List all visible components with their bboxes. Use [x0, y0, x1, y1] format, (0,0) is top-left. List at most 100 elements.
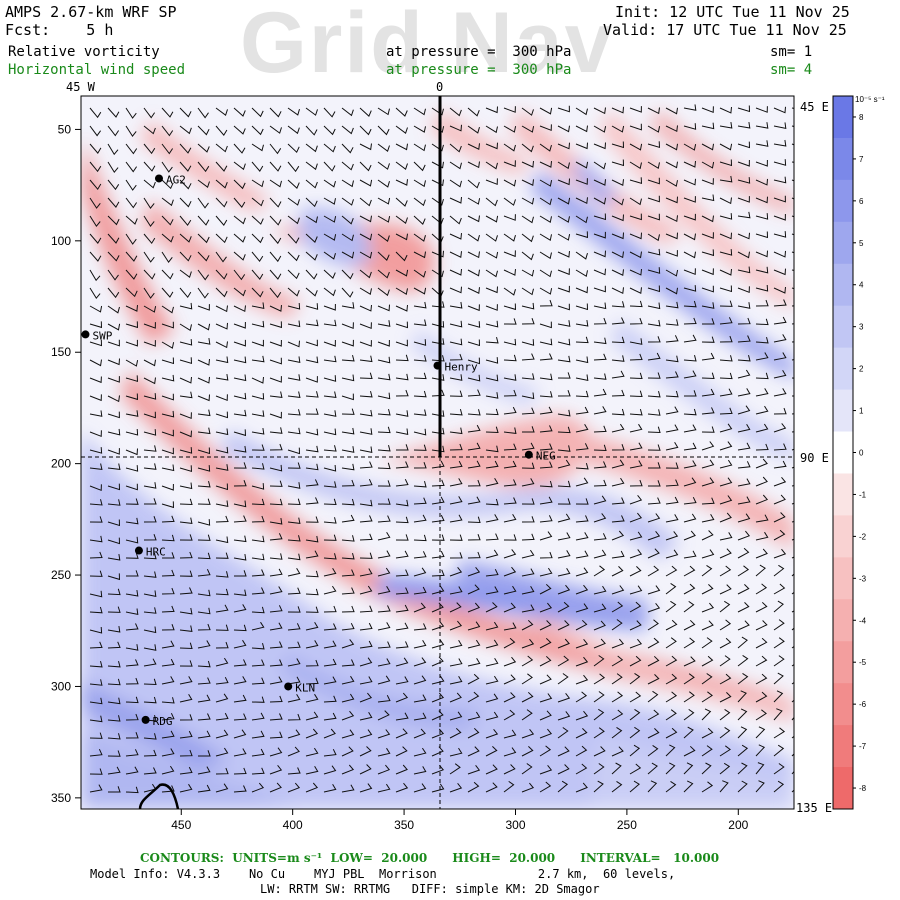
- wind-barb: [737, 122, 751, 129]
- wind-barb: [395, 161, 408, 171]
- wind-barb: [773, 780, 785, 793]
- wind-barb: [665, 691, 678, 703]
- wind-barb: [737, 388, 751, 397]
- wind-barb: [773, 443, 787, 451]
- wind-barb: [341, 197, 354, 206]
- wind-barb: [251, 444, 265, 451]
- wind-barb: [431, 460, 445, 469]
- wind-barb: [89, 179, 102, 191]
- wind-barb: [161, 125, 174, 137]
- wind-barb: [179, 269, 192, 279]
- wind-barb: [719, 285, 733, 293]
- wind-barb: [665, 161, 678, 169]
- wind-barb: [107, 269, 119, 281]
- wind-barb: [305, 766, 319, 775]
- wind-barb: [161, 393, 174, 401]
- wind-barb: [251, 659, 265, 667]
- wind-barb: [305, 356, 319, 364]
- wind-barb: [539, 531, 553, 541]
- wind-barb: [467, 496, 481, 505]
- wind-barb: [629, 585, 643, 595]
- wind-barb: [503, 780, 515, 793]
- wind-barb: [269, 269, 282, 280]
- wind-barb: [593, 585, 607, 595]
- wind-barb: [701, 178, 714, 185]
- wind-barb: [503, 656, 517, 667]
- wind-barb: [737, 672, 749, 685]
- wind-barb: [701, 602, 715, 613]
- wind-barb: [413, 623, 427, 631]
- wind-barb: [719, 780, 729, 793]
- wind-barb: [251, 712, 265, 721]
- wind-barb: [737, 547, 750, 559]
- wind-barb: [647, 426, 661, 434]
- wind-barb: [719, 655, 731, 667]
- wind-barb: [449, 552, 463, 559]
- wind-barb: [89, 606, 103, 614]
- wind-barb: [755, 388, 769, 397]
- wind-barb: [503, 479, 517, 487]
- colorbar-unit: 10⁻⁵ s⁻¹: [855, 95, 885, 104]
- wind-barb: [449, 374, 463, 381]
- wind-barb: [647, 161, 660, 169]
- wind-barb: [755, 514, 769, 523]
- wind-barb: [773, 494, 786, 505]
- wind-barb: [377, 143, 390, 153]
- wind-barb: [251, 215, 264, 225]
- wind-barb: [719, 745, 731, 757]
- wind-barb: [773, 637, 785, 649]
- wind-barb: [323, 676, 337, 685]
- wind-barb: [377, 356, 391, 364]
- wind-barb: [377, 480, 391, 487]
- wind-barb: [431, 125, 445, 133]
- wind-barb: [557, 251, 570, 258]
- wind-barb: [683, 637, 696, 649]
- wind-barb: [539, 215, 552, 223]
- wind-barb: [197, 607, 211, 615]
- wind-barb: [737, 286, 750, 294]
- wind-barb: [341, 215, 354, 225]
- wind-barb: [215, 179, 228, 189]
- wind-barb: [575, 142, 588, 150]
- wind-barb: [467, 161, 480, 169]
- wind-barb: [269, 321, 283, 329]
- wind-barb: [413, 143, 426, 152]
- wind-barb: [179, 534, 193, 541]
- wind-barb: [521, 516, 535, 523]
- wind-barb: [197, 552, 211, 560]
- wind-barb: [611, 585, 625, 595]
- wind-barb: [611, 179, 624, 186]
- wind-barb: [179, 339, 193, 346]
- wind-barb: [269, 233, 282, 245]
- wind-barb: [377, 339, 390, 347]
- wind-barb: [629, 197, 642, 206]
- wind-barb: [323, 765, 337, 775]
- wind-barb: [467, 566, 481, 577]
- wind-barb: [701, 106, 714, 114]
- wind-barb: [179, 766, 193, 775]
- wind-barb: [251, 535, 265, 543]
- wind-barb: [179, 587, 193, 595]
- wind-barb: [125, 536, 139, 544]
- wind-barb: [107, 483, 121, 491]
- wind-barb: [89, 251, 102, 262]
- wind-barb: [485, 357, 499, 364]
- wind-barb: [107, 588, 121, 596]
- wind-barb: [125, 766, 139, 775]
- wind-barb: [162, 552, 175, 559]
- wind-barb: [773, 655, 785, 667]
- wind-barb: [719, 372, 733, 380]
- wind-barb: [269, 659, 283, 667]
- wind-barb: [215, 604, 229, 613]
- wind-barb: [701, 745, 713, 757]
- wind-barb: [683, 619, 696, 631]
- wind-barb: [575, 498, 589, 505]
- wind-barb: [719, 407, 733, 415]
- wind-barb: [521, 353, 535, 361]
- wind-barb: [557, 513, 571, 523]
- wind-barb: [449, 460, 463, 469]
- wind-barb: [377, 764, 391, 775]
- wind-barb: [251, 197, 264, 207]
- wind-barb: [341, 587, 355, 595]
- wind-barb: [126, 570, 139, 577]
